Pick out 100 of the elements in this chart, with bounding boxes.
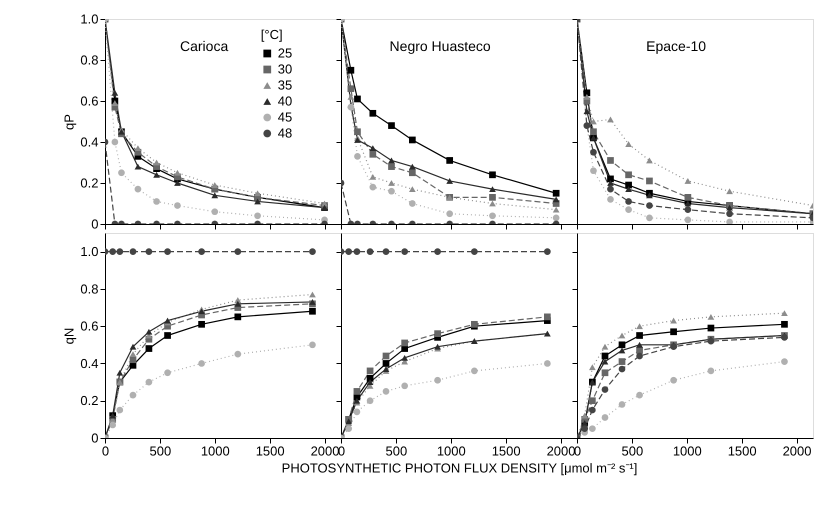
point bbox=[211, 192, 218, 198]
y-tick-label: 0.8 bbox=[80, 281, 98, 296]
legend-label: 25 bbox=[278, 46, 292, 60]
point bbox=[636, 332, 643, 339]
point bbox=[636, 342, 643, 348]
point bbox=[781, 358, 788, 365]
y-axis-title: qP bbox=[61, 114, 76, 130]
x-axis-title: PHOTOSYNTHETIC PHOTON FLUX DENSITY [μmol m⁻² s⁻¹] bbox=[282, 460, 638, 476]
x-tick-label: 0 bbox=[102, 444, 110, 458]
point bbox=[401, 354, 408, 361]
point bbox=[726, 218, 733, 224]
point bbox=[602, 369, 608, 376]
point bbox=[581, 425, 588, 432]
y-tick-label: 1.0 bbox=[80, 12, 98, 26]
point bbox=[309, 341, 316, 348]
point bbox=[369, 184, 376, 190]
y-tick-label: 1.0 bbox=[80, 244, 98, 260]
point bbox=[211, 182, 218, 188]
point bbox=[354, 153, 361, 160]
point bbox=[408, 164, 416, 170]
point bbox=[401, 340, 408, 346]
point bbox=[109, 422, 116, 428]
point bbox=[489, 171, 496, 178]
point bbox=[446, 178, 454, 184]
point bbox=[118, 169, 125, 176]
point bbox=[254, 212, 261, 220]
point bbox=[234, 248, 242, 255]
x-tick-label: 1000 bbox=[436, 444, 466, 458]
point bbox=[552, 206, 560, 213]
point bbox=[174, 180, 181, 186]
point bbox=[471, 368, 478, 374]
point bbox=[146, 345, 152, 352]
point bbox=[670, 328, 677, 336]
point bbox=[726, 210, 733, 218]
point bbox=[153, 160, 160, 166]
y-tick-label: 0 bbox=[91, 216, 98, 232]
point bbox=[636, 323, 643, 330]
y-tick-label: 0.8 bbox=[80, 52, 98, 68]
point bbox=[489, 194, 496, 201]
point bbox=[552, 190, 560, 197]
point bbox=[726, 188, 733, 194]
point bbox=[726, 204, 733, 211]
point bbox=[112, 90, 118, 96]
point bbox=[446, 210, 454, 218]
point bbox=[590, 148, 597, 156]
point bbox=[581, 412, 588, 419]
point bbox=[590, 118, 597, 124]
point bbox=[589, 397, 596, 404]
point bbox=[116, 406, 124, 414]
x-tick-label: 1500 bbox=[728, 444, 757, 458]
point bbox=[369, 110, 376, 117]
point bbox=[625, 206, 632, 213]
x-tick-label: 1500 bbox=[492, 444, 521, 458]
point bbox=[164, 369, 171, 376]
y-tick-label: 0.4 bbox=[80, 134, 98, 150]
point bbox=[164, 332, 171, 339]
point bbox=[670, 376, 677, 384]
point bbox=[401, 248, 408, 255]
point bbox=[130, 351, 136, 358]
point bbox=[354, 248, 360, 255]
x-tick-label: 0 bbox=[338, 444, 346, 458]
point bbox=[354, 388, 360, 395]
legend-title: [°C] bbox=[260, 27, 283, 42]
point bbox=[618, 366, 626, 372]
point bbox=[134, 186, 142, 192]
point bbox=[348, 66, 354, 74]
point bbox=[646, 178, 653, 184]
point bbox=[670, 318, 677, 324]
point bbox=[618, 341, 626, 348]
point bbox=[408, 136, 416, 144]
point bbox=[164, 248, 171, 255]
point bbox=[607, 176, 614, 182]
point bbox=[589, 406, 596, 414]
point bbox=[174, 202, 181, 209]
point bbox=[369, 150, 376, 158]
point bbox=[348, 104, 354, 110]
point bbox=[116, 248, 124, 255]
y-tick-label: 0.6 bbox=[80, 94, 98, 108]
point bbox=[321, 200, 328, 206]
point bbox=[552, 214, 560, 222]
point bbox=[552, 196, 560, 202]
legend-label: 48 bbox=[278, 126, 292, 140]
point bbox=[636, 392, 643, 398]
y-tick-label: 0.4 bbox=[80, 356, 98, 371]
point bbox=[112, 100, 118, 106]
point bbox=[590, 167, 597, 174]
point bbox=[382, 352, 390, 360]
point bbox=[366, 379, 374, 385]
point bbox=[254, 190, 261, 196]
point bbox=[130, 344, 136, 350]
point bbox=[607, 180, 614, 186]
point bbox=[309, 299, 316, 305]
point bbox=[489, 200, 496, 206]
point bbox=[781, 320, 788, 328]
point bbox=[708, 368, 714, 374]
point bbox=[366, 375, 374, 382]
point bbox=[684, 178, 692, 184]
point bbox=[348, 94, 354, 100]
point bbox=[146, 378, 152, 386]
x-tick-label: 1000 bbox=[672, 444, 702, 458]
